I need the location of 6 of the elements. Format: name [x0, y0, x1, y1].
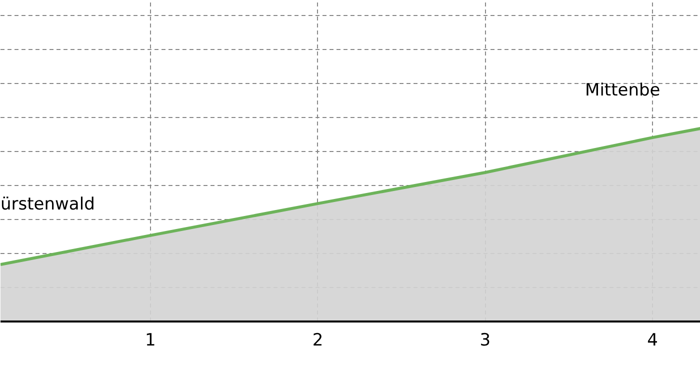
- text: Mittenbe: [585, 80, 660, 100]
- x-tick-label: 1: [145, 330, 156, 350]
- annotation: ürstenwald: [0, 194, 95, 215]
- x-tick-label: 4: [647, 330, 658, 350]
- x-tick-label: 2: [312, 330, 324, 350]
- x-tick-label: 3: [480, 330, 491, 350]
